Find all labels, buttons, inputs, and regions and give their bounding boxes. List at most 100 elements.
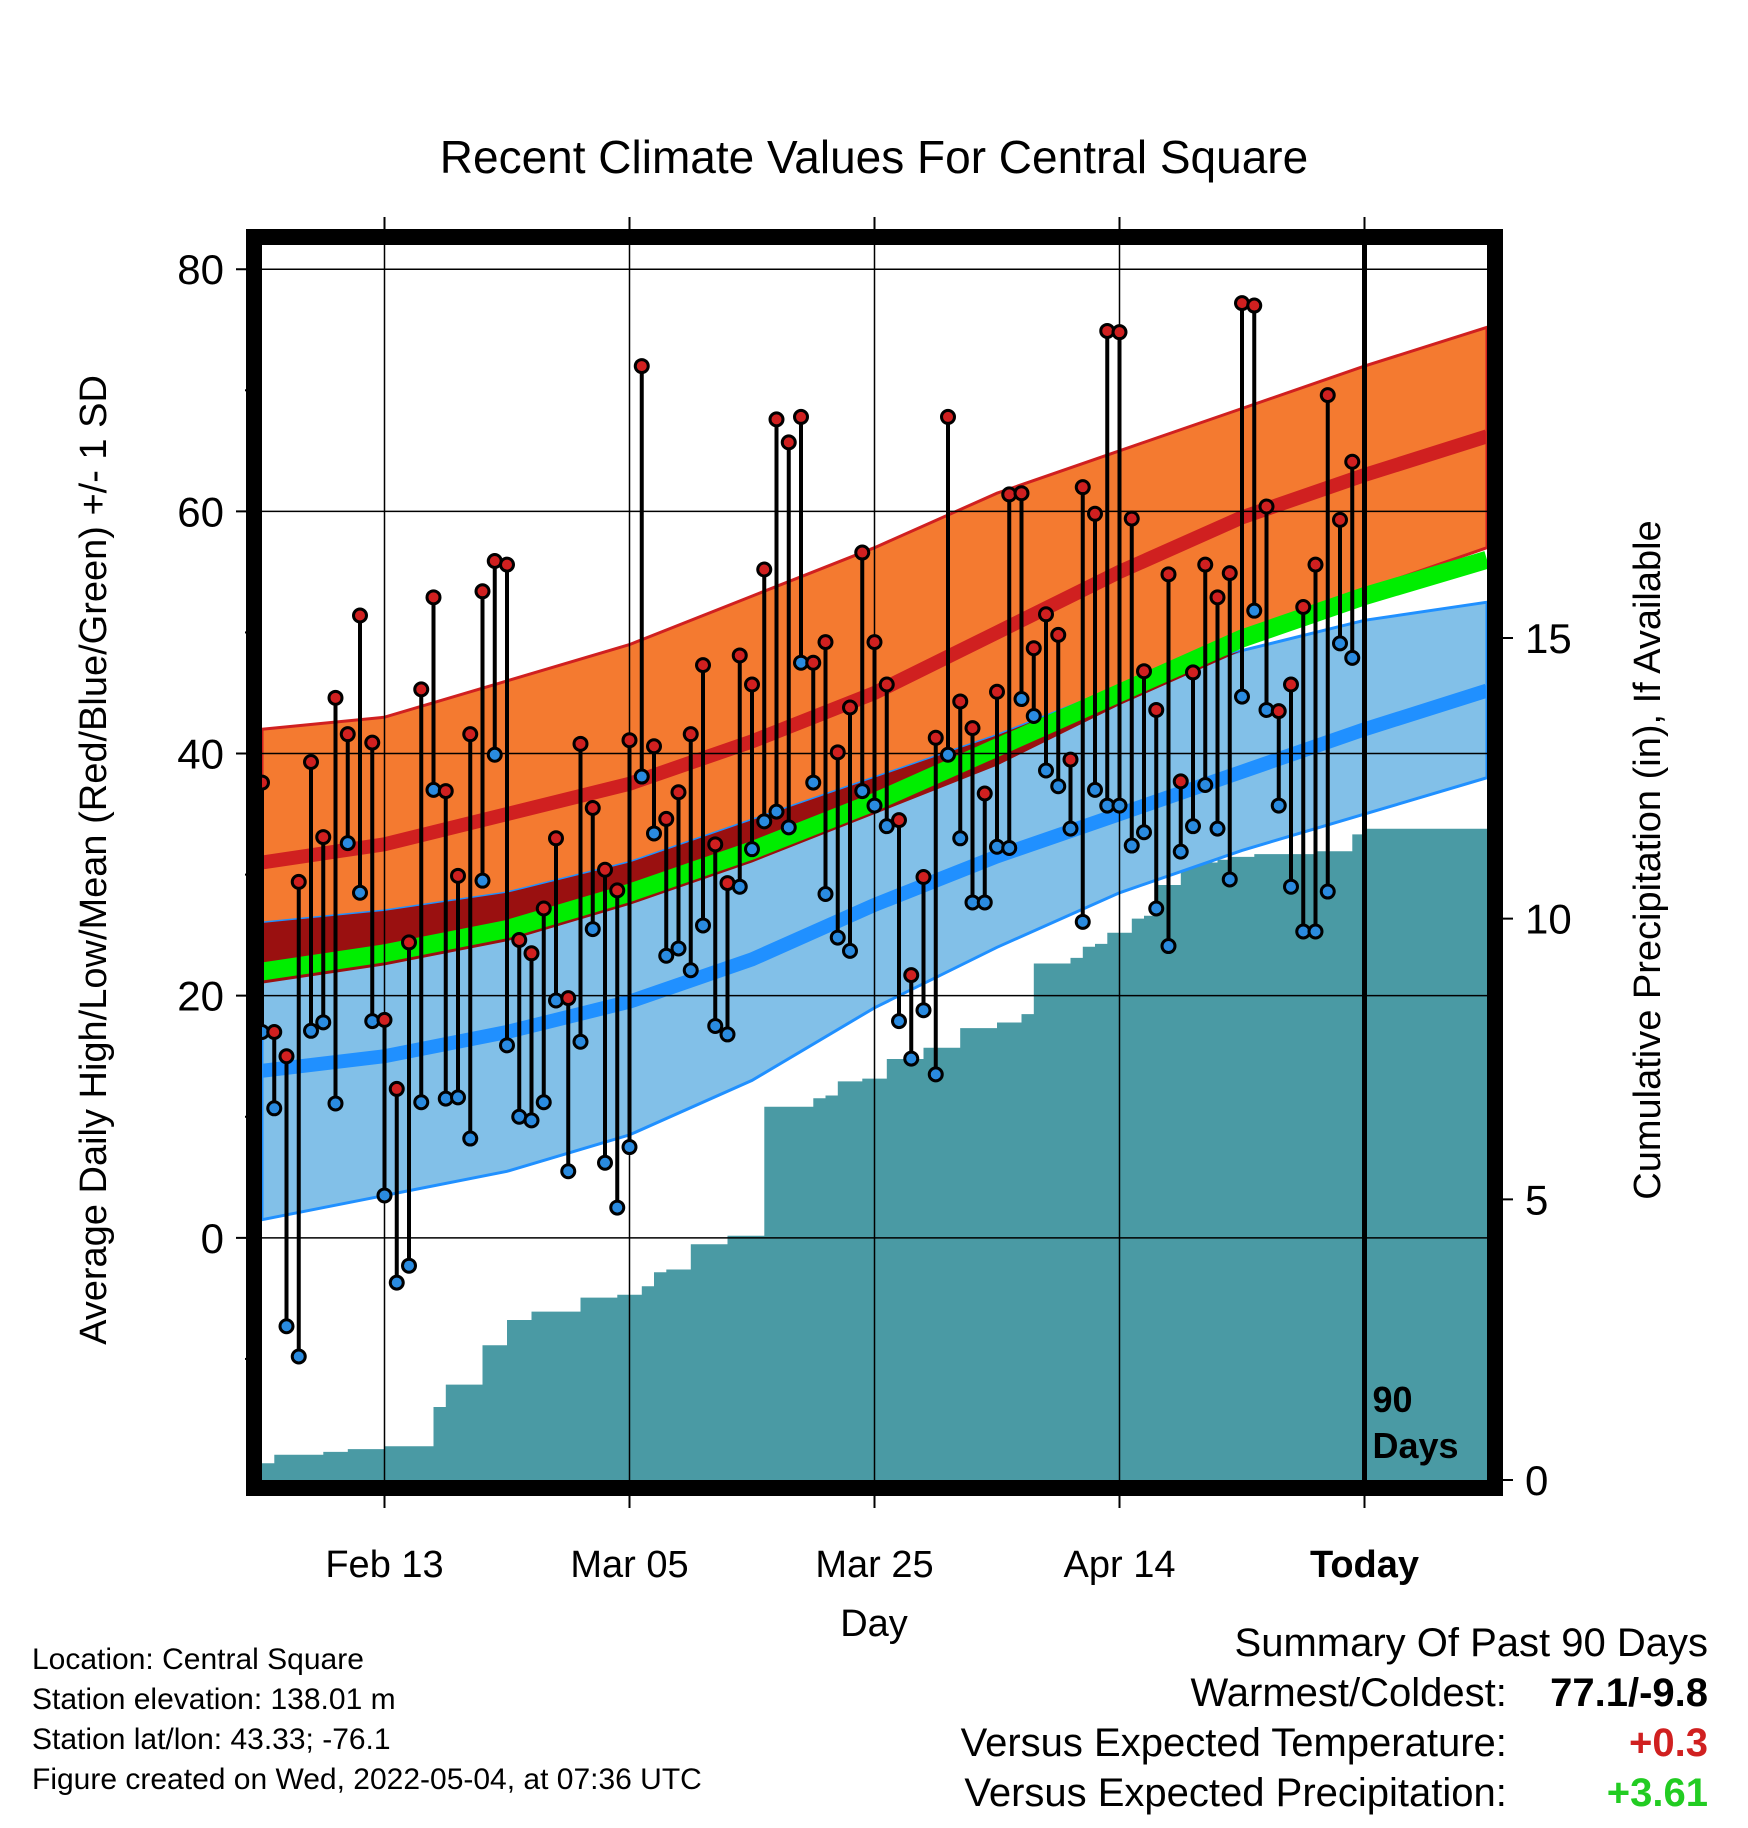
daily-low-point [609,1199,626,1216]
daily-high-point [1123,510,1140,527]
daily-high-point [1062,751,1079,768]
daily-high-point [780,434,797,451]
daily-high-point [1111,324,1128,341]
daily-low-point [499,1037,515,1054]
daily-high-point [731,647,748,664]
daily-low-point [1123,837,1140,854]
daily-high-point [1148,701,1165,718]
daily-low-point [633,768,650,785]
daily-high-point [866,634,883,651]
daily-low-point [486,746,503,763]
daily-low-point [866,797,883,814]
daily-low-point [719,1026,736,1043]
daily-low-point [768,803,785,820]
daily-high-point [1136,663,1152,680]
temp-label: Versus Expected Temperature: [960,1721,1507,1765]
daily-high-point [560,990,577,1007]
daily-high-point [976,785,993,802]
daily-high-point [915,869,932,886]
daily-low-point [315,1014,332,1031]
daily-high-point [376,1011,393,1028]
daily-low-point [572,1033,589,1050]
y-axis-label-left: Average Daily High/Low/Mean (Red/Blue/Gr… [73,375,115,1345]
daily-high-point [768,411,785,428]
daily-low-point [266,1100,283,1117]
daily-high-point [878,676,895,693]
daily-high-point [437,783,454,800]
daily-high-point [646,738,662,755]
daily-low-point [1074,913,1091,930]
daily-high-point [940,408,956,425]
daily-low-point [450,1089,466,1106]
daily-high-point [1185,664,1201,681]
daily-high-point [658,810,675,827]
daily-low-point [1344,649,1361,666]
y-tick-label-left: 80 [177,246,224,293]
daily-high-point [927,729,944,746]
daily-high-point [1172,773,1189,790]
daily-high-point [829,744,846,761]
daily-low-point [388,1274,405,1291]
daily-high-point [278,1048,295,1065]
daily-high-point [695,657,711,674]
warm-cold-value: 77.1/-9.8 [1550,1671,1708,1715]
daily-low-point [1038,762,1054,779]
daily-low-point [903,1050,920,1067]
chart-title: Recent Climate Values For Central Square [440,131,1308,183]
station-info: Location: Central Square Station elevati… [32,1640,702,1800]
daily-high-point [1283,676,1299,693]
daily-low-point [1319,883,1336,900]
daily-high-point [339,726,356,743]
daily-high-point [1258,498,1275,515]
daily-high-point [548,830,564,847]
y-tick-label-left: 20 [177,973,224,1020]
daily-low-point [597,1154,613,1171]
elevation-text: Station elevation: 138.01 m [32,1683,396,1716]
daily-high-point [1332,511,1348,528]
daily-high-point [327,689,344,706]
y-tick-label-left: 0 [201,1215,224,1262]
daily-low-point [1209,820,1226,837]
daily-high-point [1074,479,1091,496]
daily-high-point [364,734,381,751]
today-days-number: 90 [1373,1379,1413,1420]
daily-high-point [499,556,515,573]
daily-high-point [425,589,442,606]
daily-high-point [315,829,332,846]
daily-high-point [1160,566,1177,583]
daily-high-point [756,561,773,578]
daily-low-point [1013,691,1030,708]
daily-low-point [290,1348,307,1365]
x-tick-label: Today [1310,1544,1419,1586]
daily-high-point [523,945,540,962]
daily-low-point [1148,900,1165,917]
daily-high-point [1038,606,1054,623]
y-tick-label-right: 15 [1525,615,1572,662]
precip-value: +3.61 [1606,1771,1708,1815]
daily-low-point [707,1017,724,1034]
daily-low-point [1283,878,1299,895]
x-tick-label: Mar 05 [570,1544,688,1586]
daily-low-point [756,813,773,830]
daily-high-point [474,583,491,600]
daily-low-point [670,940,687,957]
daily-high-point [621,732,638,749]
daily-low-point [621,1139,638,1156]
daily-high-point [1246,297,1263,314]
daily-high-point [450,867,466,884]
daily-high-point [609,882,626,899]
daily-low-point [1270,797,1287,814]
x-tick-label: Feb 13 [325,1544,443,1586]
daily-low-point [535,1094,552,1111]
daily-low-point [976,894,993,911]
daily-high-point [290,873,307,890]
daily-high-point [1050,626,1067,643]
daily-low-point [695,917,711,934]
daily-high-point [805,654,822,671]
daily-low-point [474,872,491,889]
daily-high-point [1295,599,1312,616]
daily-high-point [266,1024,283,1041]
daily-low-point [805,774,822,791]
daily-low-point [915,1002,932,1019]
